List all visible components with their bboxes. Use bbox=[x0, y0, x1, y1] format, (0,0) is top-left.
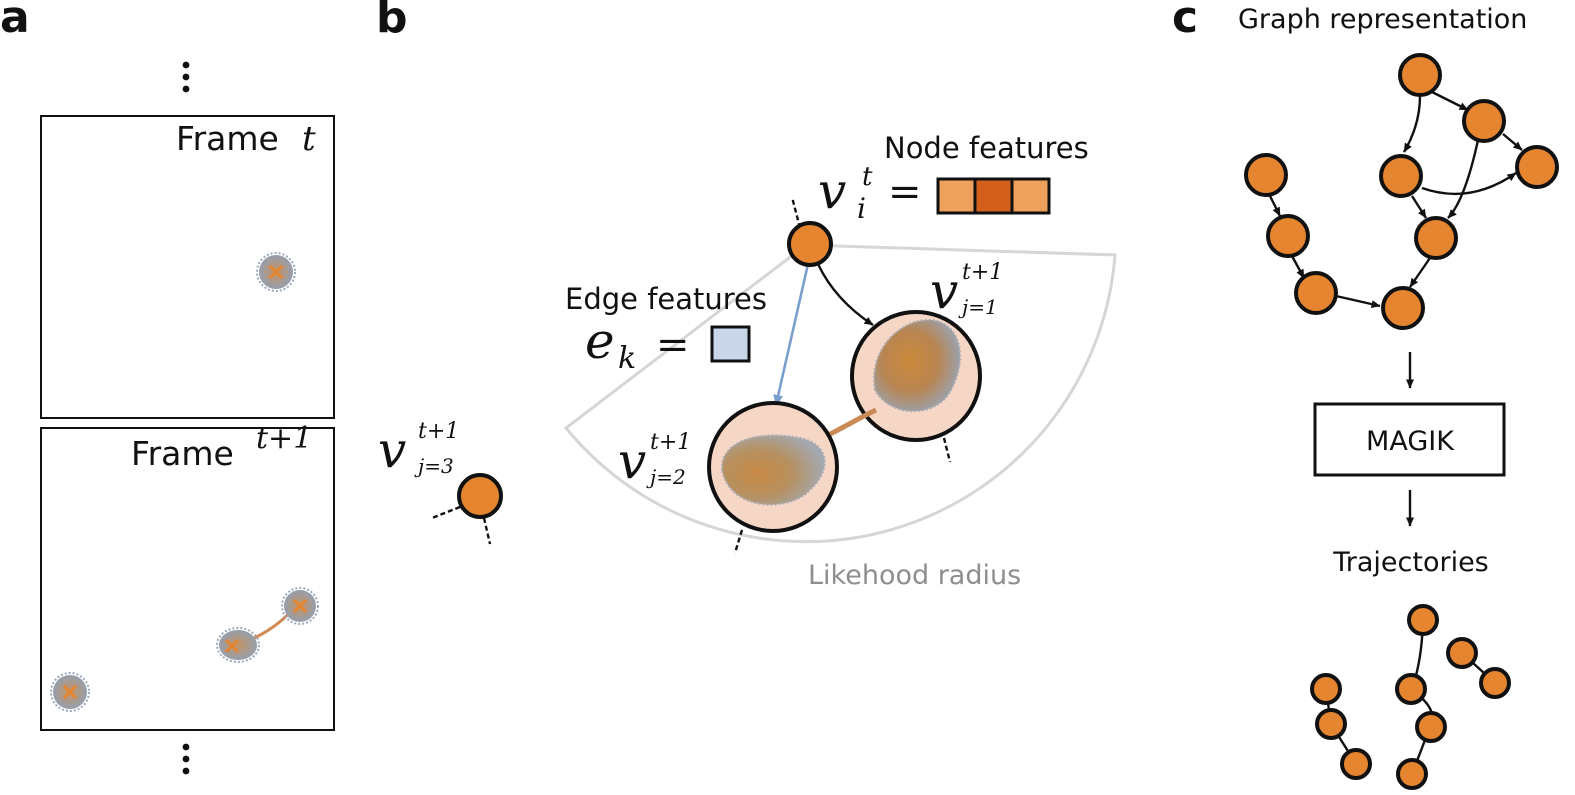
frame-t-label: Frame bbox=[176, 119, 279, 158]
panel-letter-a: a bbox=[0, 0, 30, 43]
frame-t1-label: Frame bbox=[131, 434, 234, 473]
trajectory-node[interactable] bbox=[1407, 604, 1439, 636]
dangling-edge bbox=[482, 517, 492, 545]
v-j1-letter: v bbox=[930, 262, 958, 320]
graph-node[interactable] bbox=[1462, 99, 1506, 143]
trajectory-node[interactable] bbox=[1446, 637, 1478, 669]
graph-node[interactable] bbox=[1515, 145, 1559, 189]
v-j1-sup: t+1 bbox=[962, 260, 1003, 285]
v-j1-sub: j=1 bbox=[958, 295, 998, 319]
v-j3-letter: v bbox=[378, 421, 406, 479]
trajectories-label: Trajectories bbox=[1332, 547, 1489, 578]
edge-equals: = bbox=[656, 322, 690, 368]
graph-nodes bbox=[1244, 53, 1559, 330]
trajectory-node[interactable] bbox=[1479, 667, 1511, 699]
panel-letter-c: c bbox=[1172, 0, 1198, 43]
edge-var-sub: k bbox=[618, 341, 636, 376]
magik-box[interactable] bbox=[1313, 402, 1506, 477]
node-var: v bbox=[818, 162, 846, 220]
node-feature-cell bbox=[936, 177, 977, 215]
trajectory-node[interactable] bbox=[1415, 711, 1447, 743]
frame-t-var: t bbox=[302, 119, 316, 159]
likelihood-radius-label: Likehood radius bbox=[808, 560, 1021, 591]
v-j2-letter: v bbox=[618, 432, 646, 490]
v-j2-sub: j=2 bbox=[646, 465, 686, 489]
node-v-i-t[interactable] bbox=[787, 221, 833, 267]
node-equals: = bbox=[888, 169, 922, 215]
trajectories bbox=[1310, 604, 1511, 790]
panel-letter-b: b bbox=[376, 0, 408, 43]
graph-representation-label: Graph representation bbox=[1238, 4, 1527, 35]
cross-marker-icon bbox=[62, 684, 78, 700]
graph-node[interactable] bbox=[1379, 154, 1423, 198]
node-feature-vector bbox=[936, 177, 1051, 215]
graph-node[interactable] bbox=[1294, 271, 1338, 315]
node-v-j3[interactable] bbox=[457, 473, 503, 519]
ellipsis-vertical-icon bbox=[182, 743, 190, 775]
trajectory-node[interactable] bbox=[1315, 708, 1347, 740]
edge-feature-cell bbox=[710, 325, 751, 363]
graph-node[interactable] bbox=[1398, 53, 1442, 97]
node-feature-cell bbox=[973, 177, 1014, 215]
v-j3-sub: j=3 bbox=[414, 454, 454, 478]
cross-marker-icon bbox=[224, 598, 308, 654]
node-feature-cell bbox=[1010, 177, 1051, 215]
magik-label: MAGIK bbox=[1366, 426, 1455, 457]
likelihood-radius-sector bbox=[563, 243, 1117, 544]
panel-c: c Graph representation bbox=[1172, 0, 1559, 790]
edge-features-label: Edge features bbox=[565, 282, 767, 316]
graph-node[interactable] bbox=[1381, 286, 1425, 330]
dangling-edge bbox=[790, 196, 802, 229]
panel-b: b Likehood radius Node features v t i = … bbox=[376, 0, 1117, 591]
node-var-sup: t bbox=[862, 162, 873, 192]
ellipsis-vertical-icon bbox=[182, 61, 190, 93]
trajectory-node[interactable] bbox=[1340, 748, 1372, 780]
trajectory-node[interactable] bbox=[1395, 673, 1427, 705]
v-j2-sup: t+1 bbox=[650, 430, 691, 455]
node-features-label: Node features bbox=[884, 131, 1089, 165]
graph-node[interactable] bbox=[1414, 216, 1458, 260]
edge-var: e bbox=[585, 312, 615, 370]
panel-a: a Frame t Frame t+1 bbox=[0, 0, 335, 775]
graph-edges bbox=[1268, 90, 1523, 309]
cross-marker-icon bbox=[268, 264, 284, 280]
node-var-sub: i bbox=[857, 192, 866, 225]
cell-node-j1[interactable] bbox=[850, 310, 982, 463]
dangling-edge bbox=[431, 505, 461, 520]
frame-t1-box bbox=[40, 427, 335, 731]
trajectory-node[interactable] bbox=[1310, 673, 1342, 705]
trajectory-node[interactable] bbox=[1396, 758, 1428, 790]
v-j3-sup: t+1 bbox=[418, 419, 459, 444]
edge-to-j1 bbox=[816, 263, 874, 327]
cell-node-j2[interactable] bbox=[707, 401, 839, 554]
graph-node[interactable] bbox=[1244, 153, 1288, 197]
edge-to-j2 bbox=[773, 263, 810, 406]
graph-node[interactable] bbox=[1266, 214, 1310, 258]
frame-t1-var: t+1 bbox=[256, 421, 312, 456]
